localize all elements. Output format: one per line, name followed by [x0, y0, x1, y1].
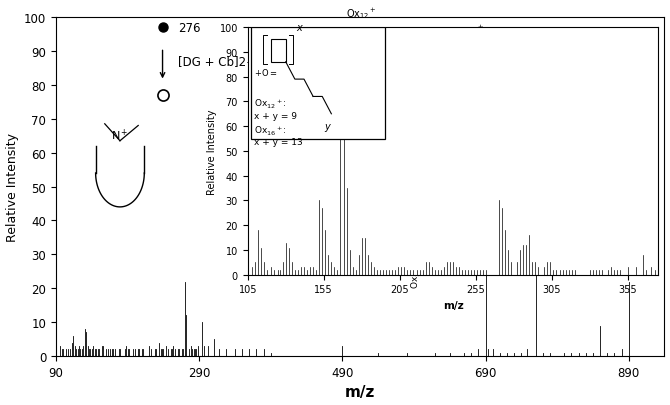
Text: N$^+$: N$^+$ — [111, 128, 129, 143]
Text: Ox$_{16}$$^+$: Ox$_{16}$$^+$ — [478, 22, 493, 55]
Text: 276: 276 — [178, 21, 200, 34]
Text: Ox$_{16}$$^+$ + NH(CH$_3$)$_2$: Ox$_{16}$$^+$ + NH(CH$_3$)$_2$ — [531, 109, 543, 194]
X-axis label: m/z: m/z — [345, 384, 375, 399]
Y-axis label: Relative Intensity: Relative Intensity — [5, 133, 19, 241]
Text: Ox$_{12}$$^+$: Ox$_{12}$$^+$ — [335, 46, 350, 79]
Text: Ox$_{12}$$^+$ + NH(CH$_3$)$_2$: Ox$_{12}$$^+$ + NH(CH$_3$)$_2$ — [409, 204, 423, 289]
Text: [DG + Cb]2+: [DG + Cb]2+ — [178, 55, 256, 68]
